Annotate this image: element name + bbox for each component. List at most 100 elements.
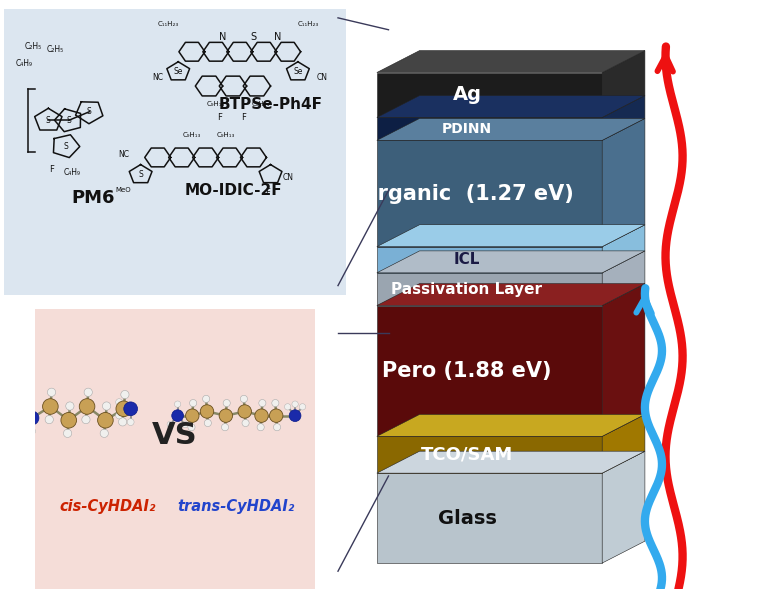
Circle shape — [240, 395, 247, 402]
Circle shape — [255, 409, 268, 422]
Circle shape — [127, 419, 134, 425]
Text: Glass: Glass — [437, 509, 497, 528]
Text: PM6: PM6 — [71, 189, 114, 207]
Text: Se: Se — [293, 67, 302, 76]
Text: C₁₁H₂₃: C₁₁H₂₃ — [298, 21, 319, 27]
Circle shape — [82, 415, 90, 424]
Circle shape — [272, 399, 279, 406]
Polygon shape — [602, 284, 645, 436]
Polygon shape — [602, 451, 645, 563]
Text: C₂H₅: C₂H₅ — [24, 42, 42, 51]
Text: F: F — [49, 165, 54, 174]
Circle shape — [175, 401, 181, 408]
Circle shape — [84, 388, 92, 396]
Circle shape — [29, 428, 36, 435]
Text: Organic  (1.27 eV): Organic (1.27 eV) — [360, 183, 574, 203]
Circle shape — [200, 405, 214, 418]
Polygon shape — [377, 247, 602, 273]
Circle shape — [120, 390, 129, 399]
Text: BTPSe-Ph4F: BTPSe-Ph4F — [218, 97, 322, 112]
Circle shape — [188, 424, 195, 431]
Text: ICL: ICL — [454, 252, 480, 267]
FancyBboxPatch shape — [0, 5, 354, 302]
Circle shape — [118, 418, 127, 426]
Text: S: S — [63, 142, 68, 151]
Polygon shape — [377, 436, 602, 473]
Circle shape — [116, 401, 131, 416]
Polygon shape — [377, 284, 645, 305]
Polygon shape — [377, 451, 645, 473]
Circle shape — [204, 419, 211, 427]
Circle shape — [242, 419, 249, 427]
Polygon shape — [602, 414, 645, 473]
Text: C₄H₉: C₄H₉ — [64, 168, 81, 177]
Text: C₉H₁₃: C₉H₁₃ — [183, 133, 201, 139]
Text: N: N — [219, 32, 226, 42]
Circle shape — [284, 403, 291, 410]
Text: Pero (1.88 eV): Pero (1.88 eV) — [382, 361, 552, 381]
Circle shape — [259, 399, 266, 406]
Polygon shape — [377, 273, 602, 305]
Circle shape — [299, 403, 305, 410]
Polygon shape — [377, 414, 645, 436]
Text: CN: CN — [316, 73, 327, 82]
Circle shape — [221, 424, 228, 431]
Circle shape — [98, 412, 113, 428]
Circle shape — [292, 401, 298, 408]
Circle shape — [17, 421, 24, 428]
Circle shape — [190, 399, 197, 406]
Text: C₉H₁₃: C₉H₁₃ — [251, 101, 270, 107]
Circle shape — [270, 409, 283, 422]
Circle shape — [124, 402, 138, 416]
Text: S: S — [87, 107, 92, 116]
Text: Passivation Layer: Passivation Layer — [392, 281, 542, 297]
Circle shape — [25, 411, 39, 425]
Circle shape — [238, 405, 252, 418]
FancyBboxPatch shape — [28, 305, 322, 595]
Circle shape — [100, 429, 109, 437]
Circle shape — [219, 409, 232, 422]
Text: S: S — [46, 116, 51, 125]
Circle shape — [43, 399, 58, 414]
Circle shape — [45, 415, 54, 424]
Text: cis-CyHDAI₂: cis-CyHDAI₂ — [60, 499, 156, 513]
Polygon shape — [377, 96, 645, 117]
Polygon shape — [377, 73, 602, 117]
Circle shape — [116, 399, 123, 406]
Polygon shape — [377, 225, 645, 247]
Text: Se: Se — [173, 67, 183, 76]
Text: S: S — [250, 32, 256, 42]
Circle shape — [289, 410, 301, 421]
Polygon shape — [377, 305, 602, 436]
Text: C₉H₁₃: C₉H₁₃ — [217, 133, 235, 139]
Text: TCO/SAM: TCO/SAM — [421, 446, 513, 464]
Text: F: F — [217, 113, 221, 123]
Text: C₂H₅: C₂H₅ — [47, 45, 64, 54]
Text: MeO: MeO — [116, 187, 131, 193]
Circle shape — [116, 412, 123, 419]
Circle shape — [257, 424, 264, 431]
Circle shape — [203, 395, 210, 402]
Circle shape — [223, 399, 230, 406]
Polygon shape — [377, 251, 645, 273]
Text: PDINN: PDINN — [442, 122, 492, 136]
Text: MO-IDIC-2F: MO-IDIC-2F — [184, 183, 282, 198]
Text: VS: VS — [152, 421, 197, 450]
Circle shape — [167, 421, 173, 428]
Circle shape — [182, 421, 188, 428]
Text: C₄H₉: C₄H₉ — [16, 59, 33, 68]
Text: Ag: Ag — [452, 86, 482, 105]
Polygon shape — [377, 118, 645, 140]
Polygon shape — [602, 51, 645, 117]
Circle shape — [172, 410, 183, 421]
Circle shape — [64, 429, 71, 437]
Text: CN: CN — [282, 173, 293, 182]
Text: S: S — [138, 170, 143, 179]
Polygon shape — [377, 473, 602, 563]
Polygon shape — [377, 117, 602, 140]
Text: F: F — [265, 187, 270, 196]
Circle shape — [61, 412, 76, 428]
Circle shape — [186, 409, 199, 422]
Text: NC: NC — [152, 73, 163, 82]
Text: C₁₁H₂₃: C₁₁H₂₃ — [158, 21, 179, 27]
